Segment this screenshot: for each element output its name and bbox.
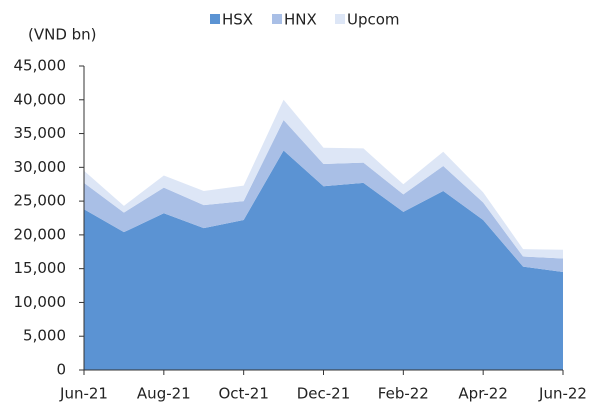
area	[84, 120, 563, 273]
legend-label: HSX	[222, 11, 253, 29]
y-axis-label: (VND bn)	[28, 26, 97, 44]
y-tick-label: 20,000	[14, 225, 67, 243]
legend-swatch	[335, 14, 345, 24]
y-tick-label: 35,000	[14, 124, 67, 142]
legend-label: HNX	[284, 11, 317, 29]
x-tick-label: Apr-22	[458, 385, 508, 403]
y-tick-label: 45,000	[14, 57, 67, 75]
x-tick-label: Dec-21	[297, 385, 351, 403]
y-tick-label: 0	[56, 361, 66, 379]
area	[84, 99, 563, 259]
y-tick-label: 30,000	[14, 158, 67, 176]
x-tick-label: Oct-21	[218, 385, 268, 403]
y-tick-label: 10,000	[14, 293, 67, 311]
x-tick-label: Feb-22	[378, 385, 429, 403]
y-tick-label: 5,000	[23, 327, 66, 345]
x-tick-label: Jun-22	[538, 385, 587, 403]
x-tick-label: Jun-21	[59, 385, 108, 403]
y-tick-label: 25,000	[14, 192, 67, 210]
y-tick-label: 40,000	[14, 90, 67, 108]
legend-swatch	[272, 14, 282, 24]
y-tick-label: 15,000	[14, 259, 67, 277]
legend-swatch	[210, 14, 220, 24]
x-tick-label: Aug-21	[137, 385, 191, 403]
legend-label: Upcom	[347, 11, 400, 29]
area	[84, 150, 563, 370]
